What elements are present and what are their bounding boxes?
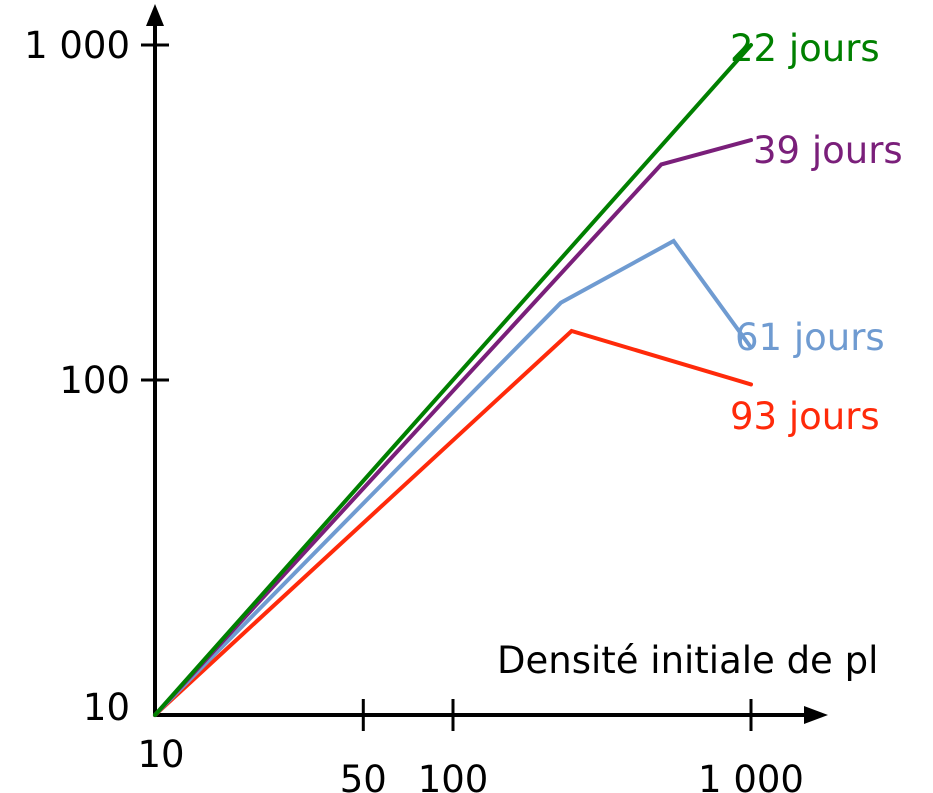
series-label: 93 jours [730, 395, 880, 438]
x-axis-arrow [804, 706, 828, 724]
series-line [153, 43, 753, 717]
series-line [153, 238, 753, 717]
series-line [153, 138, 753, 717]
x-axis-title: Densité initiale de pl [497, 639, 878, 682]
y-axis-arrow [146, 4, 164, 26]
x-tick-label: 100 [418, 758, 489, 793]
y-tick-label: 100 [59, 359, 130, 402]
y-tick-label: 10 [83, 686, 130, 729]
series-line [153, 328, 753, 717]
x-tick-label: 10 [137, 733, 184, 776]
x-tick-label: 50 [340, 758, 387, 793]
x-tick-label: 1 000 [698, 758, 804, 793]
y-tick-label: 1 000 [24, 24, 130, 67]
series-label: 39 jours [753, 129, 903, 172]
series-label: 22 jours [730, 27, 880, 70]
series-label: 61 jours [735, 316, 885, 359]
